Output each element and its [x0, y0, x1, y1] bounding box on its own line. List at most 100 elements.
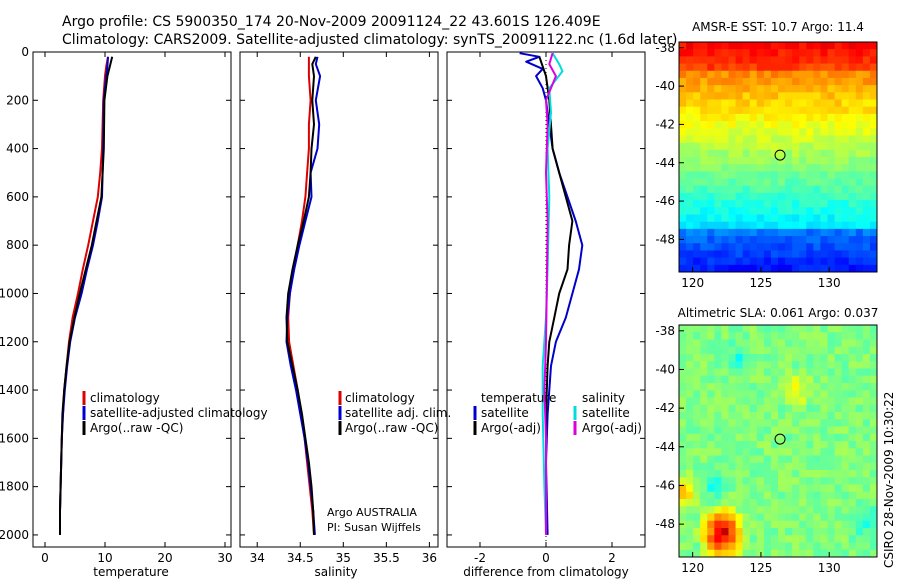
sst-map-title: AMSR-E SST: 10.7 Argo: 11.4 [692, 20, 864, 34]
map-cell [792, 412, 800, 420]
map-cell [862, 221, 871, 230]
map-cell [785, 164, 793, 172]
map-cell [679, 142, 687, 151]
map-cell [869, 221, 877, 230]
map-cell [756, 462, 765, 471]
map-cell [749, 257, 758, 266]
map-cell [848, 542, 857, 551]
map-cell [770, 339, 779, 348]
map-cell [714, 484, 722, 493]
map-cell [827, 157, 835, 165]
map-cell [778, 506, 786, 514]
map-cell [813, 264, 821, 272]
map-cell [792, 361, 800, 369]
map-cell [749, 390, 758, 398]
map-cell [707, 63, 715, 72]
map-cell [820, 92, 828, 100]
map-cell [756, 207, 765, 215]
map-cell [869, 42, 877, 50]
map-cell [778, 200, 786, 208]
map-cell [806, 455, 814, 464]
map-cell [707, 157, 715, 165]
map-cell [869, 339, 877, 348]
map-cell [728, 506, 736, 514]
map-cell [869, 390, 877, 398]
map-cell [855, 149, 864, 158]
sst-map-panel: AMSR-E SST: 10.7 Argo: 11.4 120 125 130-38… [655, 20, 878, 290]
map-cell [841, 462, 850, 471]
map-cell [792, 149, 800, 158]
map-cell [770, 149, 779, 158]
map-cell [869, 157, 877, 165]
map-cell [728, 70, 736, 79]
map-cell [728, 185, 736, 194]
map-cell [742, 185, 751, 194]
map-cell [756, 542, 765, 551]
map-cell [841, 484, 850, 493]
map-cell [728, 441, 736, 449]
map-cell [841, 361, 850, 369]
map-cell [869, 85, 877, 93]
map-cell [770, 171, 779, 179]
map-cell [778, 477, 786, 485]
map-cell [707, 56, 715, 64]
map-cell [735, 142, 744, 151]
map-cell [700, 506, 708, 514]
map-cell [679, 42, 687, 50]
map-cell [763, 185, 772, 194]
map-cell [848, 506, 857, 514]
map-cell [827, 257, 835, 266]
map-cell [778, 42, 786, 50]
map-cell [686, 178, 694, 187]
map-cell [707, 325, 715, 333]
map-cell [820, 42, 828, 50]
map-cell [848, 250, 857, 259]
map-cell [686, 236, 694, 244]
map-cell [749, 228, 758, 237]
map-cell [855, 513, 864, 522]
map-cell [756, 200, 765, 208]
map-cell [841, 375, 850, 384]
map-cell [749, 455, 758, 464]
map-cell [792, 462, 800, 471]
map-cell [827, 506, 835, 514]
map-cell [763, 264, 772, 272]
map-cell [728, 390, 736, 398]
map-cell [855, 264, 864, 272]
map-cell [841, 412, 850, 420]
map-cell [735, 236, 744, 244]
map-cell [700, 368, 708, 377]
map-cell [679, 63, 687, 72]
map-cell [855, 339, 864, 348]
map-cell [721, 77, 729, 86]
map-cell [834, 178, 843, 187]
map-cell [869, 354, 877, 362]
map-cell [756, 346, 765, 355]
map-cell [763, 426, 772, 435]
map-cell [763, 42, 772, 50]
map-cell [742, 92, 751, 100]
map-cell [862, 49, 871, 57]
map-cell [714, 164, 722, 172]
map-cell [693, 236, 701, 244]
map-cell [700, 243, 708, 251]
map-cell [827, 77, 835, 86]
map-cell [813, 535, 821, 543]
map-cell [827, 228, 835, 237]
map-cell [820, 448, 828, 456]
map-cell [862, 499, 871, 507]
map-cell [806, 339, 814, 348]
map-cell [869, 49, 877, 57]
map-cell [770, 542, 779, 551]
map-cell [756, 250, 765, 259]
map-cell [686, 484, 694, 493]
map-cell [827, 528, 835, 536]
map-cell [693, 397, 701, 406]
map-cell [855, 346, 864, 355]
map-cell [813, 506, 821, 514]
map-cell [749, 499, 758, 507]
map-cell [728, 491, 736, 500]
map-cell [763, 250, 772, 259]
map-cell [714, 92, 722, 100]
map-cell [785, 56, 793, 64]
